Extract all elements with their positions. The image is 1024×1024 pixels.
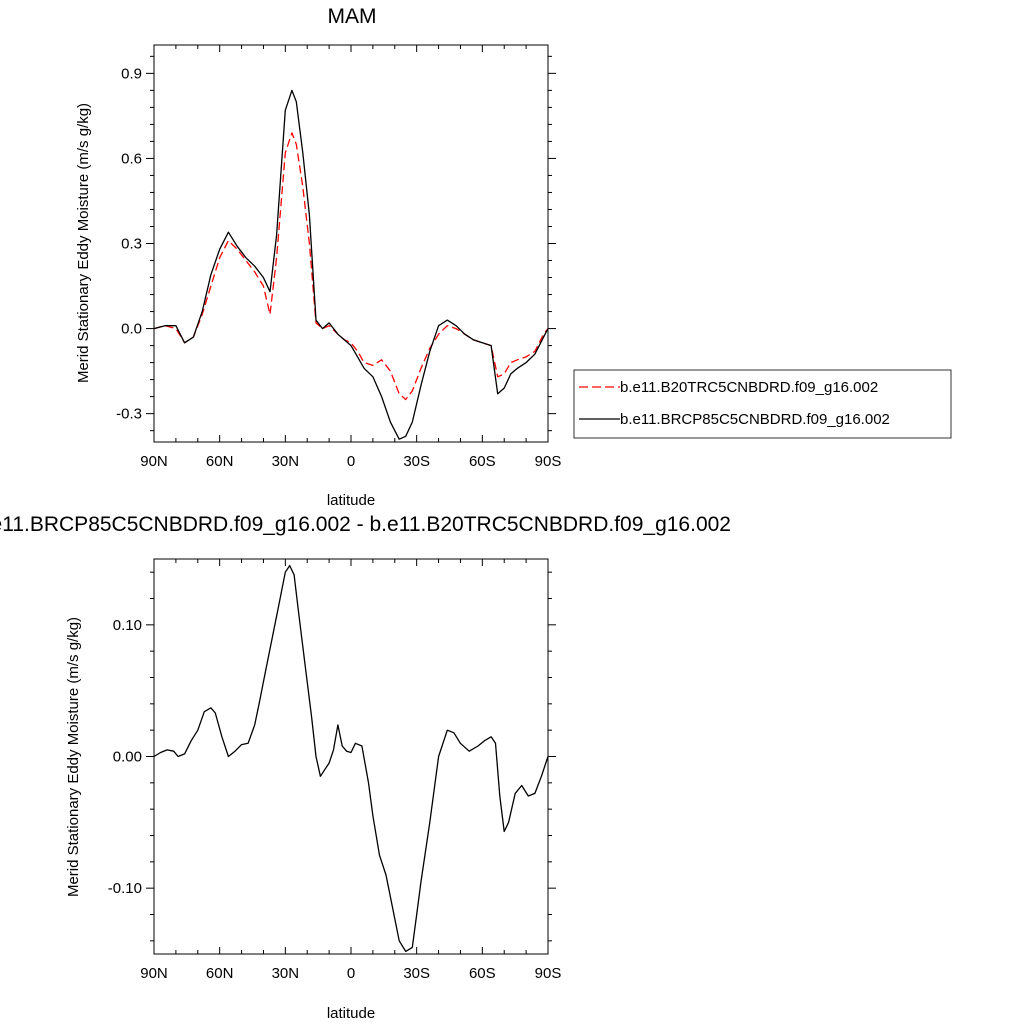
- y-tick-label: -0.3: [116, 406, 142, 423]
- x-tick-label: 90S: [535, 453, 562, 470]
- top-chart-series: [153, 89, 549, 440]
- y-tick-label: 0.10: [113, 617, 142, 634]
- top-chart-ticks: 90N 60N 30N 0 30S 60S 90S 0.9 0.6 0.3 0.0 -0.3: [116, 45, 561, 470]
- x-tick-label: 60S: [469, 965, 496, 982]
- x-tick-label: 30S: [403, 453, 430, 470]
- x-tick-label: 60S: [469, 453, 496, 470]
- x-tick-label: 90S: [535, 965, 562, 982]
- top-chart-title: MAM: [328, 5, 377, 28]
- y-tick-label: 0.3: [121, 236, 142, 253]
- x-tick-label: 30N: [272, 965, 300, 982]
- y-tick-label: -0.10: [108, 880, 142, 897]
- y-tick-label: 0.9: [121, 65, 142, 82]
- series-line-2: [153, 89, 549, 440]
- series-line-1: [153, 564, 549, 953]
- y-tick-label: 0.6: [121, 150, 142, 167]
- top-chart: MAM 90N 60N 30N 0 30S 60S 90S0.90.60.30.0-0.3 …: [75, 5, 561, 509]
- top-x-axis-label: latitude: [327, 492, 375, 509]
- bottom-x-axis-label: latitude: [327, 1005, 375, 1022]
- bottom-plot-frame: [153, 558, 549, 955]
- legend-label-1: b.e11.B20TRC5CNBDRD.f09_g16.002: [620, 379, 878, 396]
- y-tick-label: 0.0: [121, 321, 142, 338]
- legend-box: [573, 369, 952, 439]
- x-tick-label: 30N: [272, 453, 300, 470]
- x-tick-label: 0: [347, 965, 355, 982]
- top-chart-legend: b.e11.B20TRC5CNBDRD.f09_g16.002 b.e11.BR…: [573, 369, 952, 439]
- bottom-chart-title: b.e11.BRCP85C5CNBDRD.f09_g16.002 - b.e11…: [0, 513, 731, 536]
- top-plot-frame: [153, 44, 549, 443]
- bottom-chart: b.e11.BRCP85C5CNBDRD.f09_g16.002 - b.e11…: [0, 513, 731, 1022]
- bottom-chart-series: [153, 564, 549, 953]
- x-tick-label: 0: [347, 453, 355, 470]
- bottom-y-axis-label: Merid Stationary Eddy Moisture (m/s g/kg…: [65, 617, 82, 897]
- bottom-chart-ticks: 90N 60N 30N 0 30S 60S 90S 0.10 0.00 -0.10: [108, 559, 562, 982]
- x-tick-label: 30S: [403, 965, 430, 982]
- x-tick-label: 90N: [140, 965, 168, 982]
- x-tick-label: 60N: [206, 965, 234, 982]
- legend-label-2: b.e11.BRCP85C5CNBDRD.f09_g16.002: [620, 411, 890, 428]
- x-tick-label: 90N: [140, 453, 168, 470]
- y-tick-label: 0.00: [113, 749, 142, 766]
- x-tick-label: 60N: [206, 453, 234, 470]
- top-y-axis-label: Merid Stationary Eddy Moisture (m/s g/kg…: [75, 103, 92, 383]
- series-line-1: [153, 132, 549, 401]
